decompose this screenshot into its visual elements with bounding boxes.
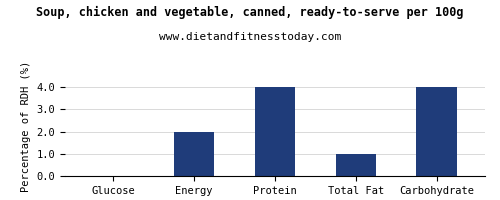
Y-axis label: Percentage of RDH (%): Percentage of RDH (%) (21, 60, 31, 192)
Bar (255, 87, 295, 176)
Bar (416, 87, 457, 176)
Bar (336, 154, 376, 176)
Bar (174, 132, 214, 176)
Text: Soup, chicken and vegetable, canned, ready-to-serve per 100g: Soup, chicken and vegetable, canned, rea… (36, 6, 464, 19)
Text: www.dietandfitnesstoday.com: www.dietandfitnesstoday.com (159, 32, 341, 42)
